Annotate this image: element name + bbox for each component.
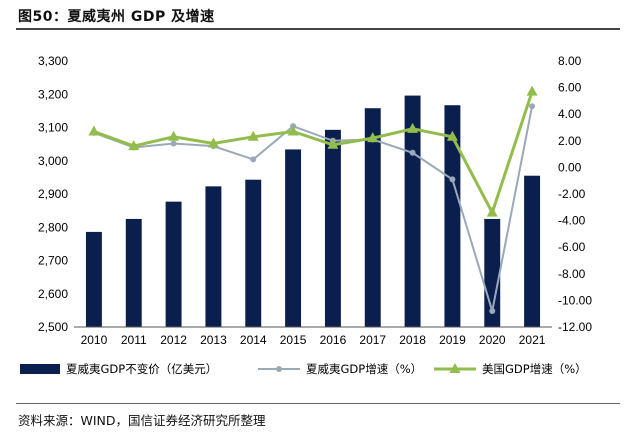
right-tick-label: 4.00 <box>558 107 582 121</box>
x-tick-label: 2019 <box>439 333 466 347</box>
state-growth-point <box>489 308 496 315</box>
us-growth-point <box>247 130 259 141</box>
state-growth-line <box>93 106 534 312</box>
x-tick-label: 2013 <box>200 333 227 347</box>
state-growth-point <box>250 156 257 163</box>
right-tick-label: -12.00 <box>558 320 592 334</box>
legend-bar-label: 夏威夷GDP不变价（亿美元） <box>66 362 217 376</box>
legend-bar-swatch <box>20 364 60 374</box>
us-growth-point <box>407 122 419 133</box>
us-growth-point <box>486 206 498 217</box>
us-growth-point <box>367 132 379 143</box>
chart-title: 图50：夏威夷州 GDP 及增速 <box>18 9 215 25</box>
x-tick-label: 2015 <box>280 333 307 347</box>
left-tick-label: 2,800 <box>38 220 68 234</box>
us-growth-point <box>526 85 538 96</box>
state-growth-point <box>409 149 416 156</box>
right-tick-label: 6.00 <box>558 81 582 95</box>
x-tick-label: 2014 <box>240 333 267 347</box>
x-tick-label: 2021 <box>519 333 546 347</box>
title-rule <box>16 28 620 30</box>
left-tick-label: 3,300 <box>38 54 68 68</box>
bar <box>165 201 182 327</box>
bar <box>444 105 461 327</box>
source-note: 资料来源：WIND，国信证券经济研究所整理 <box>18 413 266 428</box>
us-growth-point <box>446 130 458 141</box>
us-growth-point <box>287 125 299 136</box>
left-tick-label: 3,000 <box>38 154 68 168</box>
right-tick-label: 0.00 <box>558 160 582 174</box>
state-growth-point <box>529 103 536 110</box>
us-growth-point <box>88 125 100 136</box>
right-tick-label: 8.00 <box>558 54 582 68</box>
left-tick-label: 2,600 <box>38 287 68 301</box>
legend-us-marker <box>449 363 461 373</box>
bar <box>324 129 341 327</box>
state-growth-point <box>170 140 177 147</box>
chart-area: 2,500 2,600 2,700 2,800 2,900 3,000 3,100 3,200… <box>20 54 592 376</box>
us-growth-point <box>327 138 339 149</box>
bar <box>85 231 102 327</box>
x-tick-label: 2018 <box>399 333 426 347</box>
right-tick-label: -8.00 <box>558 267 586 281</box>
right-tick-label: 2.00 <box>558 134 582 148</box>
left-tick-label: 2,900 <box>38 187 68 201</box>
bar <box>285 149 302 327</box>
right-tick-label: -6.00 <box>558 240 586 254</box>
left-tick-label: 2,500 <box>38 320 68 334</box>
us-growth-point <box>207 137 219 148</box>
legend-state-label: 夏威夷GDP增速（%） <box>306 362 422 376</box>
x-tick-label: 2011 <box>121 333 147 347</box>
bar <box>524 175 541 327</box>
source-rule <box>16 403 620 404</box>
x-tick-label: 2020 <box>479 333 506 347</box>
x-tick-label: 2010 <box>81 333 108 347</box>
x-tick-label: 2017 <box>359 333 386 347</box>
right-tick-label: -4.00 <box>558 214 586 228</box>
legend-us-label: 美国GDP增速（%） <box>482 362 587 376</box>
left-tick-label: 3,200 <box>38 87 68 101</box>
bar <box>125 218 142 327</box>
left-tick-label: 2,700 <box>38 254 68 268</box>
bar <box>404 95 421 327</box>
bar <box>364 108 381 327</box>
right-tick-label: -10.00 <box>558 293 592 307</box>
us-growth-line <box>93 91 534 217</box>
x-tick-label: 2016 <box>320 333 347 347</box>
us-growth-point <box>168 130 180 141</box>
left-tick-label: 3,100 <box>38 121 68 135</box>
x-tick-label: 2012 <box>160 333 187 347</box>
state-growth-point <box>449 176 456 183</box>
us-growth-point <box>128 140 140 151</box>
legend-state-marker <box>276 366 282 372</box>
right-tick-label: -2.00 <box>558 187 586 201</box>
bar <box>245 179 262 327</box>
bar <box>205 186 222 327</box>
